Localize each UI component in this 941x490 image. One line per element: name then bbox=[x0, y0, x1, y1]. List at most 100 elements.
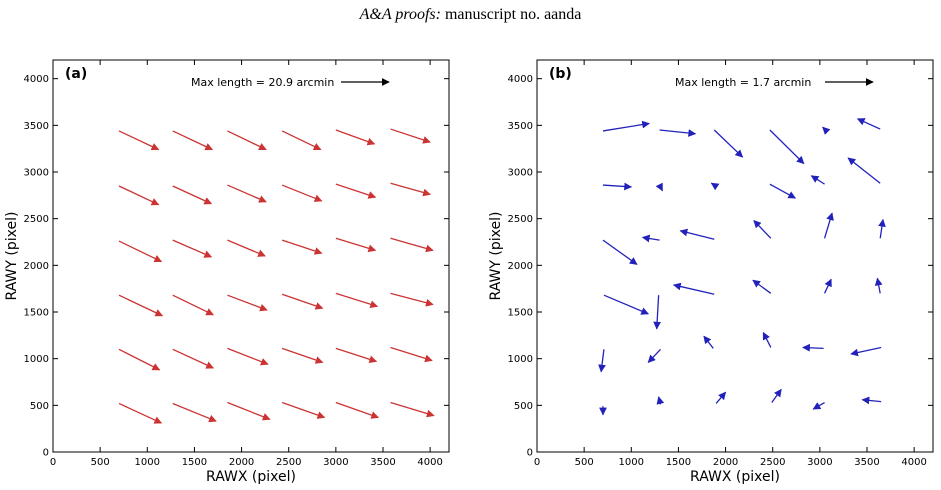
vector-arrow bbox=[227, 239, 266, 257]
y-tick-label: 1500 bbox=[24, 308, 49, 319]
y-tick-label: 3500 bbox=[508, 121, 533, 132]
y-tick-label: 2500 bbox=[24, 214, 49, 225]
vector-arrow bbox=[118, 240, 163, 263]
vector-arrow bbox=[335, 183, 377, 199]
vector-arrow bbox=[603, 294, 649, 315]
y-tick-label: 2500 bbox=[508, 214, 533, 225]
y-tick-label: 4000 bbox=[508, 74, 533, 85]
x-tick-label: 0 bbox=[50, 457, 56, 468]
vector-arrow bbox=[118, 294, 164, 317]
vector-arrow bbox=[335, 347, 378, 364]
vector-arrow bbox=[710, 182, 720, 191]
vector-arrow bbox=[769, 129, 805, 165]
vector-arrow bbox=[281, 347, 324, 364]
x-tick-label: 2000 bbox=[229, 457, 254, 468]
x-tick-label: 1000 bbox=[619, 457, 644, 468]
x-tick-label: 3500 bbox=[854, 457, 879, 468]
x-tick-label: 3000 bbox=[323, 457, 348, 468]
panel-label: (b) bbox=[549, 66, 572, 82]
vector-arrow bbox=[823, 212, 834, 239]
vector-arrow bbox=[715, 391, 727, 404]
vector-arrow bbox=[335, 401, 380, 419]
vector-arrow bbox=[227, 347, 269, 366]
vector-arrow bbox=[281, 130, 322, 151]
vector-arrow bbox=[172, 348, 214, 369]
vector-arrow bbox=[172, 294, 214, 316]
vector-arrow bbox=[769, 183, 797, 199]
vector-arrow bbox=[390, 182, 431, 197]
vector-arrow bbox=[390, 237, 434, 253]
vector-arrow bbox=[118, 185, 160, 206]
y-tick-label: 1000 bbox=[24, 354, 49, 365]
vector-arrow bbox=[812, 401, 825, 410]
vector-arrow bbox=[227, 294, 268, 312]
vector-arrow bbox=[878, 218, 886, 239]
vector-arrow bbox=[281, 239, 323, 255]
vector-arrow bbox=[713, 129, 744, 158]
x-tick-label: 4000 bbox=[417, 457, 442, 468]
y-tick-label: 3500 bbox=[24, 121, 49, 132]
vector-arrow bbox=[172, 239, 213, 258]
x-tick-label: 1500 bbox=[182, 457, 207, 468]
legend-label: Max length = 20.9 arcmin bbox=[191, 76, 334, 89]
vector-arrow bbox=[703, 335, 714, 349]
y-axis-label: RAWY (pixel) bbox=[4, 212, 20, 301]
legend-label: Max length = 1.7 arcmin bbox=[675, 76, 811, 89]
vector-arrow bbox=[390, 401, 435, 418]
vector-arrow bbox=[172, 402, 217, 423]
vector-arrow bbox=[659, 129, 697, 137]
y-tick-label: 1000 bbox=[508, 354, 533, 365]
vector-arrow bbox=[802, 343, 824, 352]
x-tick-label: 1000 bbox=[135, 457, 160, 468]
vector-arrow bbox=[281, 184, 323, 202]
x-tick-label: 2500 bbox=[276, 457, 301, 468]
y-tick-label: 3000 bbox=[508, 168, 533, 179]
vector-arrow bbox=[762, 331, 772, 348]
y-tick-label: 0 bbox=[527, 448, 533, 459]
vector-arrow bbox=[602, 239, 638, 265]
y-tick-label: 1500 bbox=[508, 308, 533, 319]
journal-name: A&A proofs: bbox=[359, 6, 441, 23]
vector-arrow bbox=[647, 348, 661, 363]
vector-arrow bbox=[172, 185, 213, 205]
vector-arrow bbox=[598, 349, 606, 373]
vector-arrow bbox=[335, 292, 379, 309]
vector-arrow bbox=[771, 388, 782, 403]
vector-arrow bbox=[227, 130, 267, 151]
x-tick-label: 500 bbox=[91, 457, 110, 468]
y-tick-label: 500 bbox=[514, 401, 533, 412]
vector-arrow bbox=[335, 237, 377, 253]
x-tick-label: 3000 bbox=[807, 457, 832, 468]
vector-arrow bbox=[118, 402, 163, 424]
vector-arrow bbox=[861, 396, 882, 405]
vector-arrow bbox=[390, 128, 431, 144]
vector-arrow bbox=[656, 396, 665, 405]
plot-frame-0 bbox=[52, 59, 450, 453]
x-tick-label: 500 bbox=[575, 457, 594, 468]
y-tick-label: 3000 bbox=[24, 168, 49, 179]
x-tick-label: 0 bbox=[534, 457, 540, 468]
y-axis-label: RAWY (pixel) bbox=[488, 212, 504, 301]
y-tick-label: 0 bbox=[43, 448, 49, 459]
vector-arrow bbox=[856, 118, 881, 130]
vector-arrow bbox=[602, 182, 633, 191]
vector-arrow bbox=[822, 126, 831, 135]
vector-arrow bbox=[823, 278, 832, 294]
panel-label: (a) bbox=[65, 66, 87, 82]
x-tick-label: 2500 bbox=[760, 457, 785, 468]
vector-arrow bbox=[874, 277, 883, 294]
vector-arrow bbox=[172, 130, 214, 151]
vector-arrow bbox=[390, 292, 434, 307]
vector-arrow bbox=[390, 346, 433, 363]
vector-arrow bbox=[641, 234, 660, 243]
vector-arrow bbox=[810, 175, 825, 185]
vector-arrow bbox=[602, 120, 650, 132]
vector-arrow bbox=[753, 219, 772, 239]
vector-arrow bbox=[281, 401, 326, 419]
x-tick-label: 4000 bbox=[901, 457, 926, 468]
y-tick-label: 2000 bbox=[508, 261, 533, 272]
x-axis-label: RAWX (pixel) bbox=[206, 469, 296, 485]
manuscript-id: manuscript no. aanda bbox=[444, 6, 582, 23]
vector-arrow bbox=[227, 401, 271, 421]
